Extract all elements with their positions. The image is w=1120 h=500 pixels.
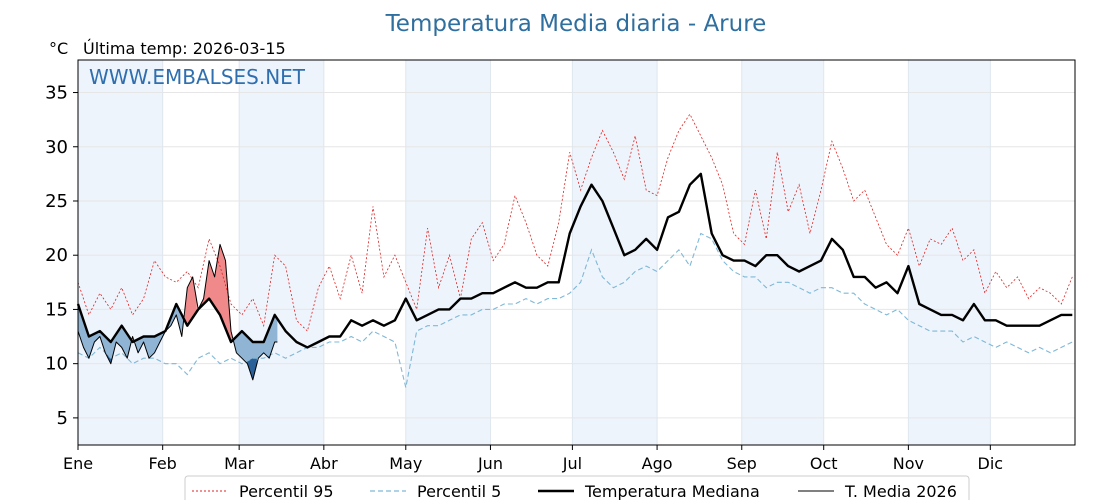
fill-below-p5 <box>106 354 113 364</box>
month-band-may <box>405 60 491 445</box>
x-tick-label-abr: Abr <box>310 454 338 473</box>
x-tick-label-jul: Jul <box>562 454 582 473</box>
month-band-sep <box>741 60 824 445</box>
month-band-jul <box>572 60 658 445</box>
fill-below-median <box>135 331 165 359</box>
legend-p5-label: Percentil 5 <box>417 482 501 500</box>
y-tick-label-5: 5 <box>57 408 68 429</box>
fill-above-median <box>199 244 233 342</box>
x-tick-label-ene: Ene <box>63 454 93 473</box>
y-tick-label-15: 15 <box>45 299 68 320</box>
series-t-media-2026 <box>77 243 278 381</box>
series-percentil-5 <box>77 232 1073 388</box>
last-temp-label: Última temp: 2026-03-15 <box>83 39 286 58</box>
x-tick-label-jun: Jun <box>477 454 503 473</box>
y-unit-label: °C <box>49 39 68 58</box>
y-tick-label-25: 25 <box>45 191 68 212</box>
legend-p95-label: Percentil 95 <box>239 482 334 500</box>
series-temperatura-mediana <box>76 172 1073 349</box>
watermark: WWW.EMBALSES.NET <box>89 65 306 89</box>
y-tick-label-20: 20 <box>45 245 68 266</box>
legend-median-label: Temperatura Mediana <box>584 482 760 500</box>
x-tick-label-dic: Dic <box>978 454 1004 473</box>
x-tick-label-may: May <box>389 454 422 473</box>
legend-media2026-label: T. Media 2026 <box>844 482 957 500</box>
plot-frame <box>77 59 1076 446</box>
x-tick-label-nov: Nov <box>893 454 924 473</box>
y-tick-label-35: 35 <box>45 83 68 104</box>
fill-below-median <box>233 314 278 362</box>
month-band-nov <box>908 60 991 445</box>
x-tick-label-sep: Sep <box>727 454 757 473</box>
y-tick-label-30: 30 <box>45 137 68 158</box>
legend-box <box>184 475 970 500</box>
legend: Percentil 95 Percentil 5 Temperatura Med… <box>184 475 970 500</box>
month-band-ene <box>78 60 163 445</box>
y-tick-label-10: 10 <box>45 354 68 375</box>
x-tick-label-mar: Mar <box>224 454 255 473</box>
fill-above-median <box>184 276 197 326</box>
series-percentil-95 <box>77 113 1073 332</box>
x-tick-label-feb: Feb <box>149 454 177 473</box>
fill-below-median <box>78 304 132 359</box>
chart-title: Temperatura Media diaria - Arure <box>385 11 767 37</box>
x-tick-label-ago: Ago <box>642 454 673 473</box>
fill-below-median <box>166 304 184 337</box>
month-band-mar <box>239 60 324 445</box>
x-tick-label-oct: Oct <box>810 454 838 473</box>
